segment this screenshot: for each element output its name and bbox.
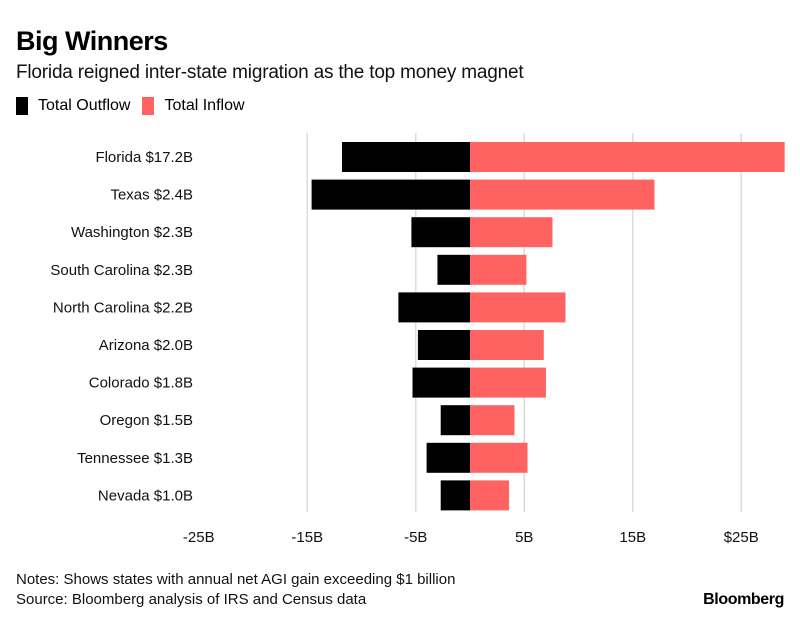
- bar-inflow: [470, 405, 515, 436]
- x-tick-label: 15B: [619, 529, 646, 546]
- legend-label-outflow: Total Outflow: [38, 97, 131, 114]
- x-axis-tick-labels: -25B -15B -5B 5B 15B $25B: [183, 529, 759, 546]
- legend-swatch-outflow: [16, 97, 28, 115]
- bar-outflow: [417, 330, 470, 360]
- legend-swatch-inflow: [142, 97, 155, 115]
- category-label: Colorado $1.8B: [89, 375, 193, 392]
- x-tick-label: -5B: [404, 529, 427, 546]
- x-tick-label: 5B: [515, 529, 533, 546]
- category-label: Arizona $2.0B: [99, 337, 193, 354]
- bar-outflow: [426, 442, 470, 473]
- bar-outflow: [412, 367, 470, 398]
- legend-item-inflow: Total Inflow: [142, 97, 245, 115]
- legend: Total Outflow Total Inflow: [16, 97, 257, 115]
- bar-outflow: [440, 405, 470, 436]
- bars: [311, 142, 785, 511]
- bar-outflow: [437, 254, 470, 285]
- x-tick-label: $25B: [724, 529, 759, 546]
- bar-inflow: [470, 179, 655, 210]
- x-tick-label: -25B: [183, 529, 215, 546]
- bar-inflow: [470, 330, 544, 360]
- bar-outflow: [398, 292, 470, 323]
- footer-notes: Notes: Shows states with annual net AGI …: [16, 570, 455, 610]
- bar-outflow: [341, 142, 470, 172]
- x-tick-label: -15B: [291, 529, 323, 546]
- bar-inflow: [470, 254, 527, 285]
- chart-title: Big Winners: [16, 26, 168, 56]
- bar-outflow: [411, 217, 470, 248]
- chart-subtitle: Florida reigned inter-state migration as…: [16, 62, 524, 83]
- bar-outflow: [311, 179, 470, 210]
- category-label: Oregon $1.5B: [100, 412, 193, 429]
- category-label: Washington $2.3B: [71, 224, 193, 241]
- bloomberg-logo: Bloomberg: [703, 591, 784, 608]
- bar-inflow: [470, 217, 553, 248]
- notes-text: Notes: Shows states with annual net AGI …: [16, 571, 456, 588]
- bar-outflow: [440, 480, 470, 511]
- category-label: Texas $2.4B: [110, 187, 193, 204]
- bar-inflow: [470, 292, 566, 323]
- category-label: Florida $17.2B: [95, 149, 193, 166]
- category-label: South Carolina $2.3B: [50, 262, 193, 279]
- legend-label-inflow: Total Inflow: [164, 97, 245, 114]
- category-label: Nevada $1.0B: [98, 487, 193, 504]
- bar-inflow: [470, 142, 785, 172]
- category-label: North Carolina $2.2B: [53, 299, 193, 316]
- bar-inflow: [470, 367, 546, 398]
- category-labels: Florida $17.2B Texas $2.4B Washington $2.3…: [50, 149, 193, 504]
- bar-inflow: [470, 442, 528, 473]
- bar-inflow: [470, 480, 510, 511]
- source-text: Source: Bloomberg analysis of IRS and Ce…: [16, 591, 367, 608]
- legend-item-outflow: Total Outflow: [16, 97, 130, 115]
- category-label: Tennessee $1.3B: [77, 450, 193, 467]
